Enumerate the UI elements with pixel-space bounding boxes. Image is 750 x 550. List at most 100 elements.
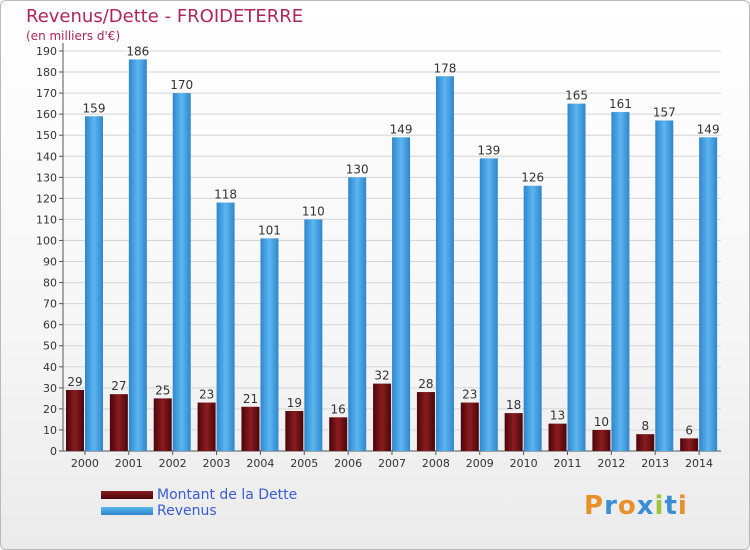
bar-dette [241, 406, 260, 451]
data-label-revenus: 101 [258, 223, 281, 237]
bar-dette [680, 438, 699, 451]
data-label-dette: 13 [550, 409, 565, 423]
proxiti-logo: Proxiti [584, 491, 688, 521]
logo-letter: r [604, 491, 618, 521]
data-label-dette: 21 [243, 392, 258, 406]
bar-revenus [85, 116, 103, 452]
y-tick-label: 50 [43, 340, 57, 353]
data-label-revenus: 118 [214, 188, 237, 202]
data-label-dette: 8 [641, 419, 649, 433]
legend-item-dette: Montant de la Dette [101, 487, 297, 503]
x-tick-label: 2012 [597, 457, 625, 470]
legend-label-dette: Montant de la Dette [157, 487, 298, 503]
y-tick-label: 80 [43, 277, 57, 290]
x-tick-label: 2010 [510, 457, 538, 470]
bar-dette [548, 423, 567, 451]
data-label-dette: 23 [462, 388, 477, 402]
data-label-dette: 29 [67, 375, 82, 389]
bar-revenus [435, 76, 454, 452]
bar-revenus [348, 177, 367, 451]
data-label-revenus: 170 [170, 78, 193, 92]
bar-dette [504, 413, 523, 451]
bar-dette [636, 434, 655, 451]
x-tick-label: 2014 [685, 457, 713, 470]
data-label-dette: 16 [331, 402, 346, 416]
y-tick-label: 110 [36, 213, 57, 226]
bar-revenus [699, 137, 718, 451]
bar-revenus [216, 202, 235, 451]
data-label-dette: 18 [506, 398, 521, 412]
x-tick-label: 2011 [553, 457, 581, 470]
logo-letter: o [617, 491, 637, 521]
data-label-revenus: 130 [346, 162, 369, 176]
data-label-revenus: 165 [565, 89, 588, 103]
bar-revenus [172, 93, 191, 452]
y-tick-label: 10 [43, 424, 57, 437]
y-tick-label: 60 [43, 319, 57, 332]
logo-letter: t [664, 491, 678, 521]
y-tick-label: 40 [43, 361, 57, 374]
data-label-dette: 27 [111, 379, 126, 393]
y-tick-label: 140 [36, 150, 57, 163]
data-label-revenus: 149 [390, 122, 413, 136]
y-tick-label: 0 [50, 445, 57, 458]
bar-dette [592, 429, 611, 451]
y-tick-label: 130 [36, 171, 57, 184]
bar-dette [373, 383, 392, 451]
bar-dette [416, 392, 435, 451]
x-tick-label: 2009 [466, 457, 494, 470]
data-label-dette: 25 [155, 383, 170, 397]
y-tick-label: 30 [43, 382, 57, 395]
legend-swatch-dette [101, 491, 153, 499]
bar-dette [285, 411, 304, 451]
y-tick-label: 150 [36, 129, 57, 142]
data-label-revenus: 126 [521, 171, 544, 185]
y-tick-label: 120 [36, 192, 57, 205]
y-tick-label: 170 [36, 87, 57, 100]
legend-label-revenus: Revenus [157, 503, 217, 519]
x-tick-label: 2013 [641, 457, 669, 470]
x-tick-label: 2000 [71, 457, 99, 470]
y-tick-label: 190 [36, 45, 57, 58]
data-label-revenus: 159 [83, 101, 106, 115]
x-tick-label: 2006 [334, 457, 362, 470]
data-label-dette: 23 [199, 388, 214, 402]
x-tick-label: 2005 [290, 457, 318, 470]
data-label-dette: 19 [287, 396, 302, 410]
data-label-dette: 6 [685, 423, 693, 437]
x-tick-label: 2002 [159, 457, 187, 470]
data-label-revenus: 157 [653, 105, 676, 119]
bar-dette [460, 402, 479, 451]
bar-revenus [304, 219, 323, 451]
legend-item-revenus: Revenus [101, 503, 297, 519]
bar-dette [109, 394, 128, 451]
bar-revenus [655, 120, 674, 451]
chart-title: Revenus/Dette - FROIDETERRE [26, 6, 304, 27]
x-tick-label: 2003 [203, 457, 231, 470]
logo-letter: P [584, 491, 605, 521]
bar-dette [329, 417, 348, 451]
legend-swatch-revenus [101, 507, 153, 515]
data-label-revenus: 178 [433, 61, 456, 75]
y-tick-label: 20 [43, 403, 57, 416]
bar-revenus [392, 137, 411, 451]
y-tick-label: 180 [36, 66, 57, 79]
bar-dette [153, 398, 172, 451]
bar-revenus [260, 238, 279, 451]
bar-revenus [523, 185, 542, 451]
data-label-revenus: 186 [126, 44, 149, 58]
x-tick-label: 2004 [246, 457, 274, 470]
data-label-revenus: 149 [697, 122, 720, 136]
legend: Montant de la Dette Revenus [101, 487, 297, 519]
chart-subtitle: (en milliers d'€) [26, 29, 121, 43]
bar-dette [66, 389, 84, 451]
bar-revenus [128, 59, 147, 451]
bar-revenus [479, 158, 498, 452]
bar-dette [197, 402, 216, 451]
x-tick-label: 2001 [115, 457, 143, 470]
y-tick-label: 90 [43, 256, 57, 269]
data-label-revenus: 110 [302, 204, 325, 218]
data-label-revenus: 161 [609, 97, 632, 111]
y-tick-label: 160 [36, 108, 57, 121]
